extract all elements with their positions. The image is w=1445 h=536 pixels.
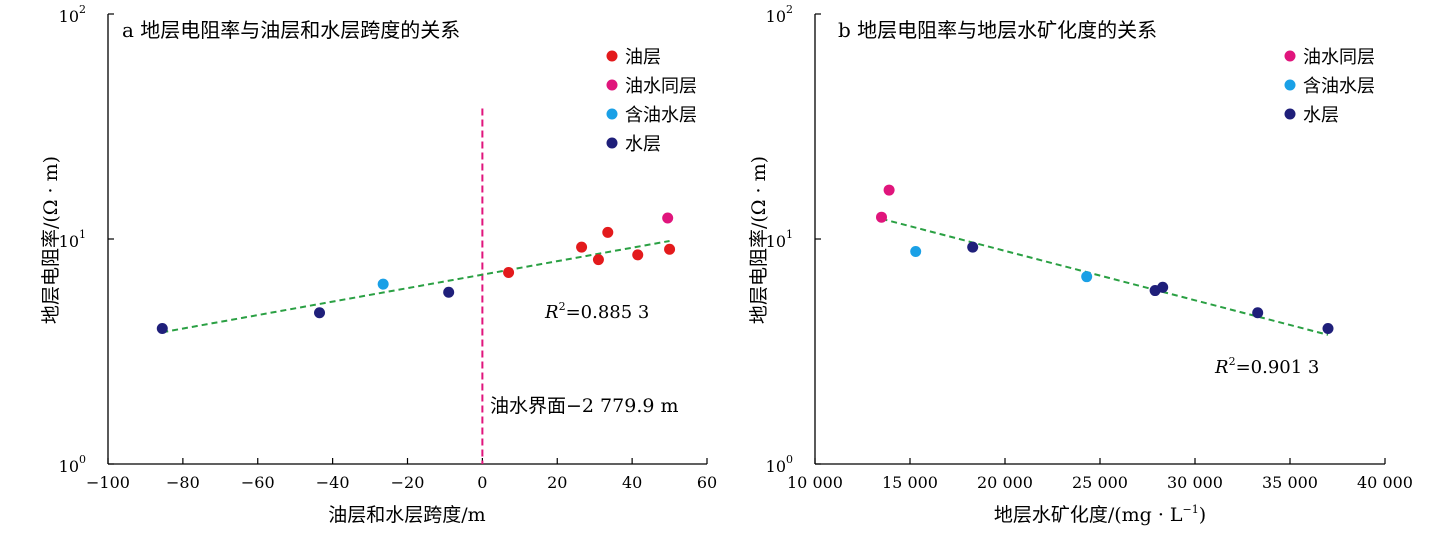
panel-b-x-label-sup: −1 (1183, 503, 1199, 516)
panel-b-legend-label-1: 含油水层 (1303, 76, 1375, 97)
panel-a-legend-marker-0 (606, 50, 618, 62)
panel-a-r2-value: =0.885 3 (566, 302, 650, 323)
panel-a-x-tick-label: −20 (391, 473, 425, 492)
panel-b-x-tick-label: 20 000 (977, 473, 1033, 492)
panel-a-point-series-0 (632, 249, 644, 261)
panel-a-x-tick-label: −100 (86, 473, 130, 492)
panel-a-point-series-0 (664, 243, 676, 255)
panel-b-x-axis-label: 地层水矿化度/(mg · L−1) (994, 503, 1206, 526)
panel-a: a 地层电阻率与油层和水层跨度的关系 油层和水层跨度/m 地层电阻率/(Ω · … (40, 3, 717, 526)
panel-b-point-series-2 (1322, 323, 1334, 335)
panel-a-legend-marker-1 (606, 79, 618, 91)
panel-a-x-tick-label: −40 (316, 473, 350, 492)
panel-a-x-tick-label: 40 (622, 473, 642, 492)
panel-b-point-series-1 (910, 245, 922, 257)
panel-a-r2-label: R2=0.885 3 (544, 300, 649, 323)
panel-a-point-series-3 (314, 307, 326, 319)
panel-a-x-tick-label: −80 (166, 473, 200, 492)
panel-a-point-series-0 (576, 241, 588, 253)
panel-a-legend-label-1: 油水同层 (625, 76, 697, 97)
panel-b-y-axis-label: 地层电阻率/(Ω · m) (748, 156, 770, 324)
panel-a-point-series-3 (443, 286, 455, 298)
panel-b-x-tick-label: 30 000 (1167, 473, 1223, 492)
panel-a-title: a 地层电阻率与油层和水层跨度的关系 (122, 18, 460, 42)
panel-b-y-tick-label: 101 (766, 228, 793, 251)
panel-a-point-series-0 (503, 266, 515, 278)
panel-a-x-tick-label: 0 (477, 473, 487, 492)
panel-a-x-tick-label: −60 (241, 473, 275, 492)
panel-a-point-series-1 (662, 212, 674, 224)
panel-b-x-tick-label: 35 000 (1262, 473, 1318, 492)
panel-a-x-tick-label: 20 (547, 473, 567, 492)
panel-a-x-tick-label: 60 (697, 473, 717, 492)
panel-b-x-label-main: 地层水矿化度/(mg · L (994, 504, 1183, 526)
panel-b-legend-label-2: 水层 (1303, 105, 1339, 126)
panel-b-r2-label: R2=0.901 3 (1214, 355, 1319, 378)
panel-a-fit-line (162, 239, 670, 334)
oil-water-interface-label: 油水界面−2 779.9 m (490, 395, 679, 417)
panel-b-fit-line (881, 217, 1329, 336)
panel-b-r2-sup: 2 (1229, 355, 1236, 368)
panel-b-point-series-2 (1252, 307, 1264, 319)
panel-a-x-axis-label: 油层和水层跨度/m (328, 504, 485, 526)
panel-b-y-tick-label: 100 (766, 453, 793, 476)
panel-b-legend-label-0: 油水同层 (1303, 47, 1375, 68)
panel-a-legend-label-3: 水层 (625, 134, 661, 155)
panel-b-point-series-2 (967, 241, 979, 253)
panel-a-point-series-0 (602, 226, 614, 238)
panel-b-point-series-1 (1081, 271, 1093, 283)
panel-b-point-series-0 (883, 184, 895, 196)
panel-a-y-tick-label: 101 (59, 228, 86, 251)
panel-b-point-series-0 (876, 211, 887, 223)
panel-a-legend-label-0: 油层 (625, 47, 661, 68)
panel-a-y-tick-label: 102 (59, 3, 86, 26)
panel-b-x-tick-label: 10 000 (787, 473, 843, 492)
panel-a-legend-marker-2 (606, 108, 618, 120)
panel-b-x-tick-label: 15 000 (882, 473, 938, 492)
panel-b-y-tick-label: 102 (766, 3, 793, 26)
panel-a-point-series-3 (156, 323, 168, 335)
panel-a-legend-marker-3 (606, 137, 618, 149)
panel-b-x-label-end: ) (1199, 504, 1206, 526)
panel-b-r2-value: =0.901 3 (1236, 357, 1320, 378)
panel-b-legend-marker-0 (1284, 50, 1296, 62)
panel-b: b 地层电阻率与地层水矿化度的关系 地层水矿化度/(mg · L−1) 地层电阻… (748, 3, 1413, 526)
panel-a-legend-label-2: 含油水层 (625, 105, 697, 126)
panel-b-title: b 地层电阻率与地层水矿化度的关系 (838, 18, 1157, 42)
panel-b-point-series-2 (1157, 281, 1169, 293)
panel-b-legend-marker-1 (1284, 79, 1296, 91)
panel-a-y-tick-label: 100 (59, 453, 86, 476)
panel-a-y-axis-label: 地层电阻率/(Ω · m) (40, 156, 62, 324)
panel-a-r2-symbol: R (544, 302, 559, 323)
panel-b-x-tick-label: 25 000 (1072, 473, 1128, 492)
panel-b-legend-marker-2 (1284, 108, 1296, 120)
panel-a-r2-sup: 2 (559, 300, 566, 313)
panel-b-r2-symbol: R (1214, 357, 1229, 378)
panel-b-x-tick-label: 40 000 (1357, 473, 1413, 492)
panel-a-point-series-2 (377, 278, 389, 290)
panel-a-point-series-0 (592, 254, 604, 266)
